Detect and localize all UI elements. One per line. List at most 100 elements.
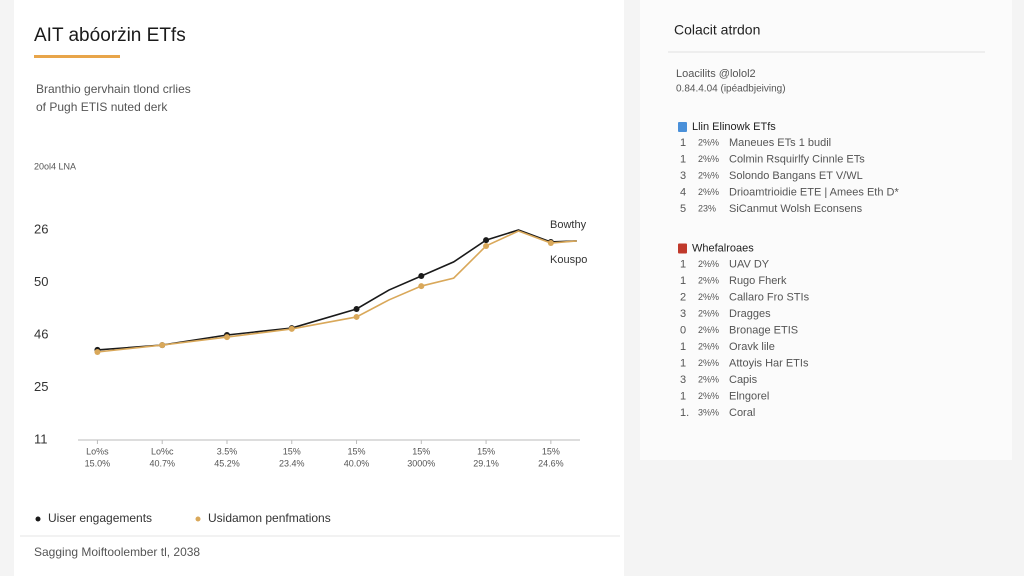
row-label: Rugo Fherk	[729, 275, 787, 287]
side-panel	[640, 0, 1012, 460]
legend-marker	[195, 516, 201, 522]
row-index: 4	[680, 186, 686, 198]
row-percent: 2%%	[698, 358, 719, 368]
y-tick-label: 25	[34, 379, 48, 394]
row-percent: 2%%	[698, 308, 719, 318]
chart-card	[14, 0, 624, 576]
row-index: 2	[680, 291, 686, 303]
row-percent: 3%%	[698, 407, 719, 417]
x-tick-label: 15%	[283, 446, 301, 456]
x-tick-sublabel: 3000%	[407, 458, 435, 468]
line-series	[97, 230, 577, 353]
group-title: Llin Elinowk ETfs	[692, 121, 776, 133]
row-index: 3	[680, 374, 686, 386]
y-tick-label: 46	[34, 326, 48, 341]
row-label: Dragges	[729, 308, 771, 320]
x-tick-sublabel: 45.2%	[214, 458, 240, 468]
row-percent: 2%%	[698, 325, 719, 335]
row-index: 1	[680, 137, 686, 149]
x-tick-label: 15%	[542, 446, 560, 456]
row-index: 0	[680, 324, 686, 336]
point	[418, 272, 425, 279]
point	[483, 237, 490, 244]
y-tick-label: 11	[34, 431, 48, 446]
point	[483, 242, 490, 249]
row-index: 5	[680, 203, 686, 215]
row-label: Callaro Fro STIs	[729, 291, 810, 303]
row-percent: 2%%	[698, 137, 719, 147]
point	[159, 342, 166, 349]
row-index: 1	[680, 275, 686, 287]
row-percent: 2%%	[698, 154, 719, 164]
row-label: Colmin Rsquirlfy Cinnle ETs	[729, 153, 865, 165]
line-series	[97, 229, 577, 351]
point	[353, 313, 360, 320]
row-percent: 2%%	[698, 259, 719, 269]
row-label: Elngorel	[729, 390, 769, 402]
group-title: Whefalroaes	[692, 242, 754, 254]
row-percent: 2%%	[698, 374, 719, 384]
point	[353, 305, 360, 312]
row-percent: 2%%	[698, 187, 719, 197]
row-label: Coral	[729, 407, 755, 419]
row-percent: 2%%	[698, 292, 719, 302]
row-index: 3	[680, 308, 686, 320]
row-label: Drioamtrioidie ETE | Amees Eth D*	[729, 186, 899, 198]
row-label: Capis	[729, 374, 758, 386]
x-tick-label: 15%	[412, 446, 430, 456]
footer: Sagging Moiftoolember tl, 2038	[34, 545, 200, 559]
x-tick-label: 15%	[477, 446, 495, 456]
row-label: Maneues ETs 1 budil	[729, 137, 831, 149]
x-tick-label: Lo%c	[151, 446, 174, 456]
row-percent: 23%	[698, 203, 716, 213]
x-tick-sublabel: 23.4%	[279, 458, 305, 468]
panel-title: Colacit atrdon	[674, 22, 760, 38]
row-label: UAV DY	[729, 258, 770, 270]
group-icon	[678, 243, 687, 254]
x-tick-sublabel: 40.7%	[149, 458, 175, 468]
row-percent: 2%%	[698, 275, 719, 285]
row-index: 1	[680, 258, 686, 270]
panel-meta: Loacilits @lolol2	[676, 68, 756, 80]
y-tick-label: 50	[34, 274, 48, 289]
annotation: Bowthy	[550, 219, 587, 231]
annotation: Kouspo	[550, 254, 587, 266]
point	[94, 349, 101, 356]
point	[418, 283, 425, 290]
title-underline	[34, 55, 120, 58]
group-icon	[678, 122, 687, 132]
row-label: Oravk lile	[729, 341, 775, 353]
row-index: 1	[680, 357, 686, 369]
y-tick-label: 26	[34, 221, 48, 236]
panel-meta: 0.84.4.04 (ipéadbjeiving)	[676, 84, 786, 95]
x-tick-label: 15%	[348, 446, 366, 456]
legend-label: Usidamon penfmations	[208, 511, 331, 525]
x-tick-label: Lo%s	[86, 446, 109, 456]
point	[547, 240, 554, 247]
row-index: 1	[680, 341, 686, 353]
x-tick-sublabel: 24.6%	[538, 458, 564, 468]
x-tick-sublabel: 15.0%	[85, 458, 111, 468]
row-label: Attoyis Har ETIs	[729, 357, 809, 369]
row-percent: 2%%	[698, 391, 719, 401]
subtitle: Branthio gervhain tlond crlies	[36, 82, 191, 96]
y-axis-label: 20ol4 LNA	[34, 161, 76, 171]
x-tick-sublabel: 29.1%	[473, 458, 499, 468]
point	[288, 325, 295, 332]
x-tick-label: 3.5%	[217, 446, 238, 456]
point	[223, 334, 230, 341]
row-index: 1	[680, 153, 686, 165]
chart-title: AIT abóorżin ETfs	[34, 25, 186, 46]
x-tick-sublabel: 40.0%	[344, 458, 370, 468]
subtitle: of Pugh ETIS nuted derk	[36, 100, 168, 114]
row-label: Solondo Bangans ET V/WL	[729, 170, 863, 182]
row-index: 1.	[680, 407, 689, 419]
row-index: 1	[680, 390, 686, 402]
row-label: Bronage ETIS	[729, 324, 798, 336]
legend-label: Uiser engagements	[48, 511, 152, 525]
row-percent: 2%%	[698, 170, 719, 180]
row-percent: 2%%	[698, 341, 719, 351]
row-label: SiCanmut Wolsh Econsens	[729, 203, 863, 215]
